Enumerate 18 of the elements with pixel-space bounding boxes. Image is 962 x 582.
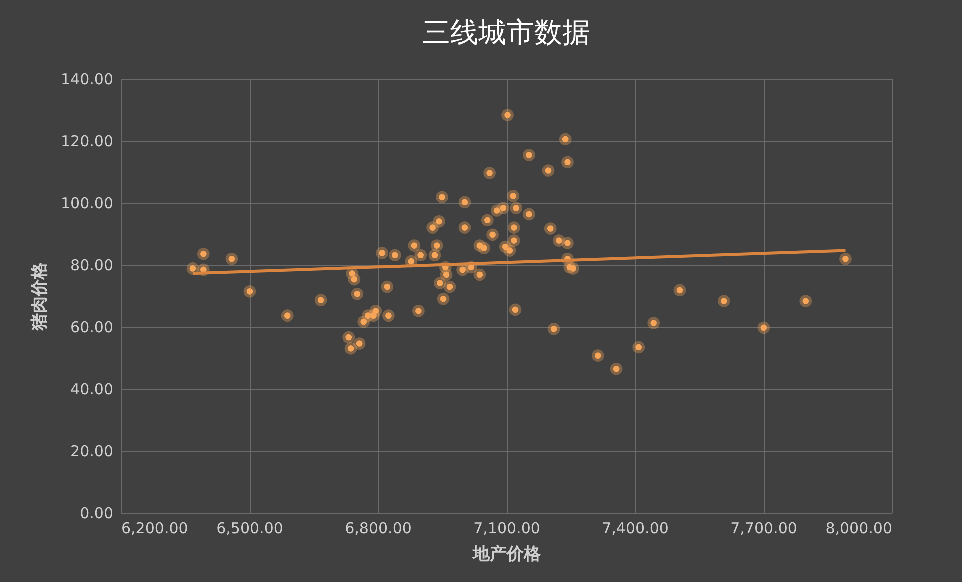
x-tick-label: 7,700.00 <box>730 520 798 538</box>
y-tick-label: 140.00 <box>61 70 114 88</box>
x-tick-label: 6,800.00 <box>345 520 412 538</box>
y-tick-label: 20.00 <box>70 442 114 460</box>
x-tick-label: 7,400.00 <box>602 520 669 538</box>
chart-title: 三线城市数据 <box>422 16 590 49</box>
y-tick-label: 80.00 <box>70 256 114 274</box>
y-tick-label: 100.00 <box>61 194 114 212</box>
y-tick-label: 40.00 <box>70 380 114 398</box>
y-tick-label: 120.00 <box>61 132 114 150</box>
x-tick-label: 8,000.00 <box>826 520 892 538</box>
x-tick-label: 7,100.00 <box>474 520 540 538</box>
x-tick-label: 6,200.00 <box>122 520 188 538</box>
y-axis-title: 猪肉价格 <box>30 262 50 332</box>
y-tick-label: 60.00 <box>70 318 114 336</box>
x-axis-title: 地产价格 <box>472 544 542 564</box>
y-tick-label: 0.00 <box>80 504 114 522</box>
x-tick-label: 6,500.00 <box>216 520 284 538</box>
